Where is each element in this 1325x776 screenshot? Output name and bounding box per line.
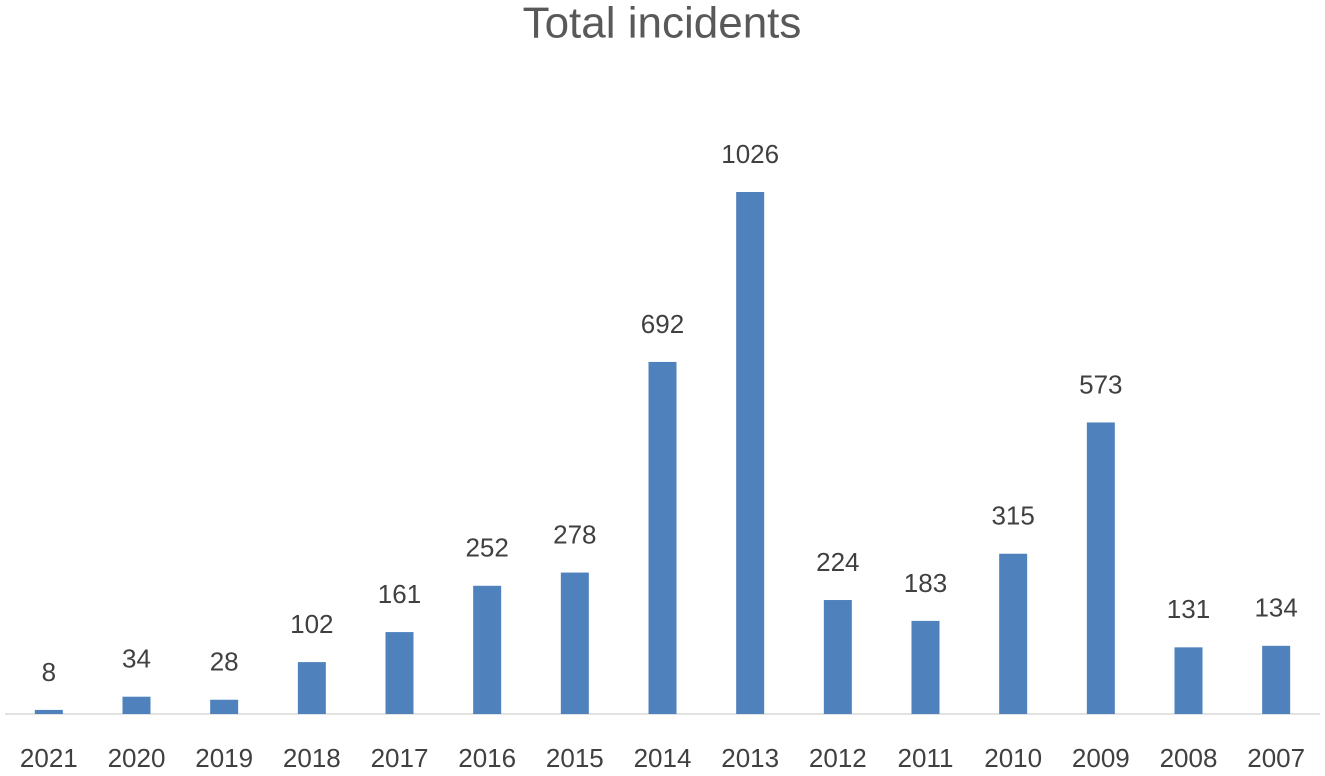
bar: [1086, 422, 1115, 714]
data-label: 224: [816, 547, 859, 577]
data-label: 102: [290, 609, 333, 639]
data-label: 8: [42, 657, 56, 687]
bar: [122, 696, 151, 714]
bar: [560, 572, 589, 714]
x-tick-label: 2016: [458, 743, 516, 773]
bar: [385, 632, 414, 714]
bar: [736, 192, 765, 714]
x-tick-label: 2009: [1072, 743, 1130, 773]
x-tick-label: 2014: [634, 743, 692, 773]
bar: [999, 553, 1028, 714]
data-label: 28: [210, 647, 239, 677]
data-label: 278: [553, 519, 596, 549]
x-tick-label: 2013: [721, 743, 779, 773]
x-tick-label: 2018: [283, 743, 341, 773]
data-label: 573: [1079, 369, 1122, 399]
x-tick-label: 2008: [1160, 743, 1218, 773]
x-tick-label: 2010: [984, 743, 1042, 773]
data-label: 1026: [721, 139, 779, 169]
bar: [210, 699, 239, 714]
bar: [1174, 647, 1203, 714]
data-label: 183: [904, 568, 947, 598]
x-tick-label: 2021: [20, 743, 78, 773]
x-tick-label: 2020: [108, 743, 166, 773]
bar: [297, 662, 326, 714]
data-label: 315: [991, 501, 1034, 531]
data-label: 161: [378, 579, 421, 609]
bar: [911, 620, 940, 714]
bar: [1262, 645, 1291, 714]
data-label: 692: [641, 309, 684, 339]
bar: [34, 709, 63, 714]
chart-title: Total incidents: [523, 0, 802, 48]
x-tick-label: 2015: [546, 743, 604, 773]
x-tick-label: 2019: [195, 743, 253, 773]
data-label: 34: [122, 644, 151, 674]
bar: [473, 585, 502, 714]
bar: [648, 361, 677, 714]
data-label: 134: [1254, 593, 1297, 623]
data-label: 252: [465, 533, 508, 563]
data-label: 131: [1167, 594, 1210, 624]
x-tick-label: 2017: [371, 743, 429, 773]
x-tick-label: 2007: [1247, 743, 1305, 773]
x-tick-label: 2011: [898, 743, 954, 773]
bar: [823, 600, 852, 714]
x-tick-label: 2012: [809, 743, 867, 773]
